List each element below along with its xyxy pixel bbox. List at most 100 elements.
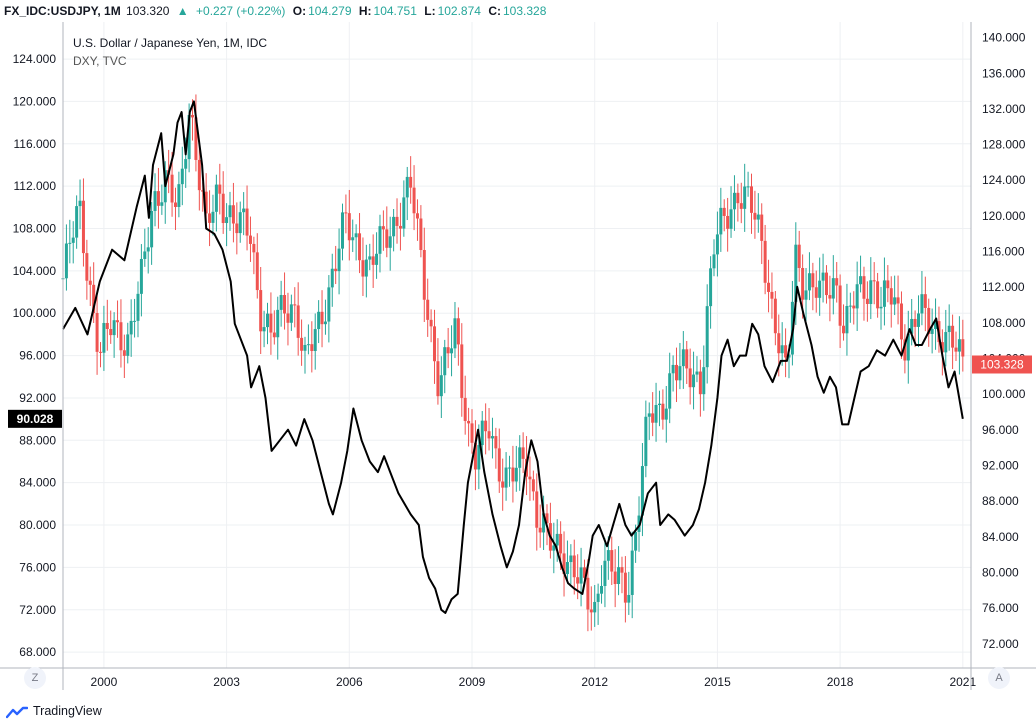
candle-body bbox=[453, 318, 457, 349]
candle-body bbox=[126, 334, 130, 356]
candle-body bbox=[81, 200, 85, 254]
candle-body bbox=[923, 294, 927, 308]
price-chart[interactable]: 68.000 72.000 76.000 80.000 84.000 88.000 92.0… bbox=[0, 22, 1036, 700]
candle-body bbox=[105, 322, 109, 330]
left-axis-tick-label: 112.000 bbox=[14, 179, 57, 193]
candle-body bbox=[903, 339, 907, 361]
candle-body bbox=[514, 467, 518, 482]
left-axis-tick-label: 96.000 bbox=[19, 349, 56, 363]
x-axis-tick-label: 2021 bbox=[949, 675, 976, 689]
left-axis-tick-label: 76.000 bbox=[19, 560, 56, 574]
candle-body bbox=[156, 191, 160, 206]
candle-body bbox=[627, 594, 631, 603]
candle-body bbox=[422, 250, 426, 300]
candle-body bbox=[371, 256, 375, 265]
candle-body bbox=[143, 251, 147, 259]
candle-body bbox=[596, 593, 600, 602]
candle-body bbox=[671, 364, 675, 374]
left-axis-tick-label: 92.000 bbox=[19, 391, 56, 405]
candle-body bbox=[763, 240, 767, 283]
candle-body bbox=[589, 609, 593, 613]
candle-body bbox=[337, 248, 341, 272]
candle-body bbox=[518, 447, 522, 468]
candle-body bbox=[177, 184, 181, 207]
right-price-marker bbox=[972, 355, 1032, 374]
candle-body bbox=[214, 184, 218, 212]
auto-scale-a-button[interactable]: A bbox=[988, 667, 1010, 689]
candle-body bbox=[824, 272, 828, 296]
candle-body bbox=[947, 325, 951, 333]
chart-legend: U.S. Dollar / Japanese Yen, 1M, IDC DXY,… bbox=[73, 34, 267, 70]
right-axis-tick-label: 120.000 bbox=[982, 209, 1026, 223]
left-price-marker bbox=[8, 409, 62, 428]
candle-body bbox=[317, 311, 321, 330]
candle-body bbox=[395, 216, 399, 226]
open-label: O: bbox=[292, 4, 307, 18]
candle-body bbox=[842, 325, 846, 334]
candle-body bbox=[102, 322, 106, 353]
right-axis-tick-label: 72.000 bbox=[982, 637, 1019, 651]
candle-body bbox=[497, 448, 501, 482]
candle-body bbox=[133, 320, 137, 322]
candle-body bbox=[552, 545, 556, 551]
candle-body bbox=[293, 304, 297, 306]
candle-body bbox=[739, 203, 743, 209]
candle-body bbox=[746, 186, 750, 188]
candle-body bbox=[327, 287, 331, 322]
candle-body bbox=[818, 280, 822, 298]
candle-body bbox=[760, 214, 764, 241]
candle-body bbox=[310, 344, 314, 352]
right-axis-tick-label: 132.000 bbox=[982, 102, 1026, 116]
candle-body bbox=[415, 213, 419, 219]
candle-body bbox=[344, 212, 348, 214]
candle-body bbox=[272, 332, 276, 338]
auto-scale-z-button[interactable]: Z bbox=[24, 667, 46, 689]
candle-body bbox=[92, 284, 96, 314]
right-axis-tick-label: 140.000 bbox=[982, 31, 1026, 45]
candle-body bbox=[811, 273, 815, 288]
candle-body bbox=[899, 303, 903, 340]
candle-body bbox=[954, 347, 958, 352]
candle-body bbox=[330, 268, 334, 288]
candle-body bbox=[647, 413, 651, 417]
open-value: 104.279 bbox=[308, 4, 352, 18]
candle-body bbox=[620, 567, 624, 573]
candle-body bbox=[388, 236, 392, 248]
right-axis-tick-label: 92.000 bbox=[982, 458, 1019, 472]
chart-area[interactable]: 68.000 72.000 76.000 80.000 84.000 88.000 92.0… bbox=[0, 22, 1036, 705]
candle-body bbox=[654, 405, 658, 423]
last-price: 103.320 bbox=[126, 4, 170, 18]
candle-body bbox=[160, 202, 164, 206]
candle-body bbox=[184, 159, 188, 169]
candle-body bbox=[463, 397, 467, 421]
candle-body bbox=[68, 242, 72, 244]
candle-body bbox=[385, 229, 389, 248]
candle-body bbox=[283, 295, 287, 314]
candle-body bbox=[439, 375, 443, 397]
candle-body bbox=[603, 560, 607, 586]
candle-body bbox=[801, 268, 805, 300]
candle-body bbox=[705, 306, 709, 368]
candle-body bbox=[248, 235, 252, 244]
candle-body bbox=[170, 174, 174, 203]
candle-body bbox=[865, 298, 869, 304]
candle-body bbox=[409, 176, 413, 188]
candle-body bbox=[787, 354, 791, 358]
candle-body bbox=[855, 284, 859, 309]
candle-body bbox=[269, 313, 273, 333]
candle-body bbox=[429, 319, 433, 327]
dxy-line bbox=[62, 100, 964, 614]
candle-body bbox=[364, 259, 368, 277]
candle-body bbox=[882, 280, 886, 307]
high-label: H: bbox=[358, 4, 372, 18]
candle-body bbox=[569, 555, 573, 563]
low-value: 102.874 bbox=[437, 4, 481, 18]
candle-body bbox=[934, 321, 938, 329]
candle-body bbox=[259, 290, 263, 332]
symbol-label[interactable]: FX_IDC:USDJPY, 1M bbox=[4, 4, 121, 18]
candle-body bbox=[300, 337, 304, 351]
tradingview-icon bbox=[6, 706, 28, 718]
candle-body bbox=[753, 212, 757, 220]
tradingview-logo[interactable]: TradingView bbox=[6, 700, 102, 723]
candle-body bbox=[555, 533, 559, 546]
